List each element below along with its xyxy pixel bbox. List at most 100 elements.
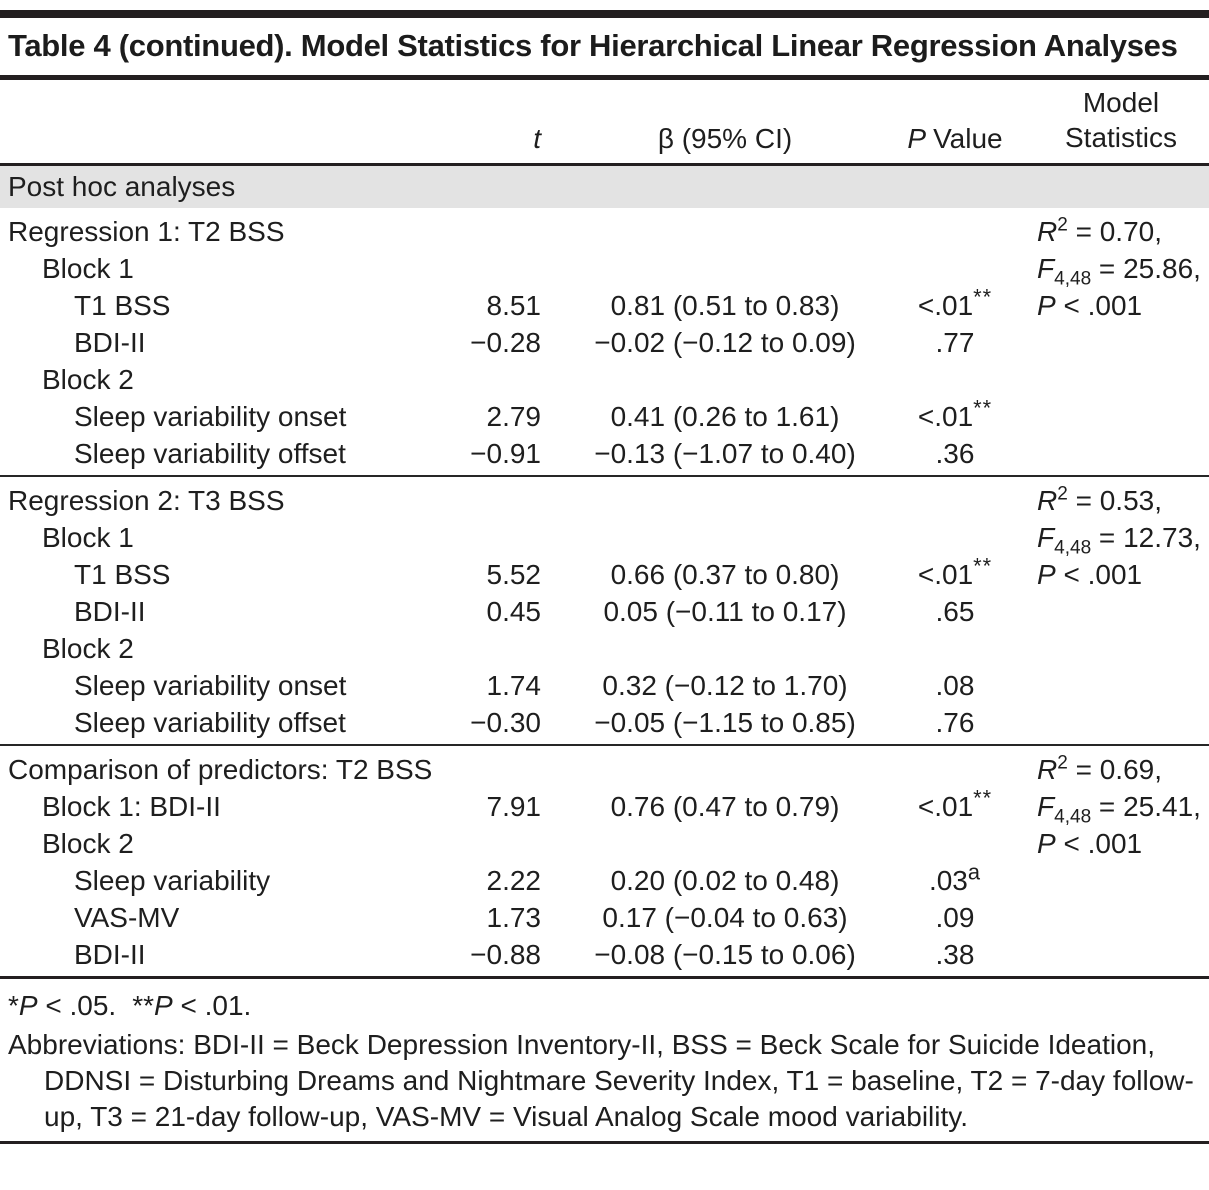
section-band-post-hoc: Post hoc analyses xyxy=(0,166,1209,209)
sig-star-2: ** xyxy=(132,990,155,1022)
model-header-line1: Model xyxy=(1082,87,1160,119)
table-row: Regression 1: T2 BSS R2 = 0.70, xyxy=(0,213,1209,250)
cell-model-stat: R2 = 0.69, xyxy=(1037,752,1163,786)
row-label: T1 BSS xyxy=(74,290,171,322)
table-section-regression-2: Regression 2: T3 BSS R2 = 0.53, Block 1 F4,… xyxy=(0,477,1209,744)
p-superscript: ** xyxy=(973,553,993,579)
cell-model-stat: F4,48 = 25.86, xyxy=(1037,253,1201,290)
table-row: Regression 2: T3 BSS R2 = 0.53, xyxy=(0,482,1209,519)
table-bottom-rule xyxy=(0,976,1209,980)
section-divider-rule xyxy=(0,475,1209,478)
cell-t: 1.73 xyxy=(486,902,542,934)
cell-p: .36 xyxy=(935,438,975,470)
cell-t: 1.74 xyxy=(486,670,542,702)
table-header-row: t β (95% CI) P Value Model Statistics xyxy=(0,80,1209,163)
row-label: Regression 2: T3 BSS xyxy=(8,485,285,517)
cell-beta: 0.05 (−0.11 to 0.17) xyxy=(603,596,847,628)
table-row: BDI-II −0.28 −0.02 (−0.12 to 0.09) .77 xyxy=(0,324,1209,361)
section-divider-rule xyxy=(0,744,1209,747)
row-label: BDI-II xyxy=(74,327,146,359)
row-label: BDI-II xyxy=(74,939,146,971)
row-label: BDI-II xyxy=(74,596,146,628)
cell-beta: 0.41 (0.26 to 1.61) xyxy=(610,401,840,433)
cell-t: 0.45 xyxy=(486,596,542,628)
col-header-model-statistics: Model Statistics xyxy=(1005,85,1209,155)
cell-p: .76 xyxy=(935,707,975,739)
cell-p: <.01** xyxy=(917,395,993,433)
cell-p: <.01** xyxy=(917,553,993,591)
row-label: Sleep variability offset xyxy=(74,707,346,739)
top-border-bar xyxy=(0,10,1209,18)
cell-beta: 0.76 (0.47 to 0.79) xyxy=(610,791,840,823)
table-row: Block 2 P < .001 xyxy=(0,825,1209,862)
cell-t: 5.52 xyxy=(486,559,542,591)
row-label: Block 1 xyxy=(42,253,134,285)
cell-beta: 0.32 (−0.12 to 1.70) xyxy=(602,670,848,702)
cell-beta: 0.81 (0.51 to 0.83) xyxy=(610,290,840,322)
cell-p: <.01** xyxy=(917,284,993,322)
table-row: Sleep variability onset 2.79 0.41 (0.26 to… xyxy=(0,395,1209,435)
row-label: Block 1 xyxy=(42,522,134,554)
table-row: T1 BSS 8.51 0.81 (0.51 to 0.83) <.01** P < .… xyxy=(0,284,1209,324)
cell-beta: −0.08 (−0.15 to 0.06) xyxy=(594,939,856,971)
cell-model-stat: P < .001 xyxy=(1037,290,1143,322)
cell-model-stat: F4,48 = 25.41, xyxy=(1037,791,1201,828)
cell-t: 7.91 xyxy=(486,791,542,823)
cell-t: −0.88 xyxy=(470,939,541,971)
model-header-line2: Statistics xyxy=(1064,122,1178,154)
table-row: BDI-II −0.88 −0.08 (−0.15 to 0.06) .38 xyxy=(0,936,1209,973)
p-superscript: ** xyxy=(973,284,993,310)
row-label: Sleep variability onset xyxy=(74,401,347,433)
table-row: Block 2 xyxy=(0,361,1209,398)
table-footnotes: *P < .05. **P < .01. Abbreviations: BDI-I… xyxy=(0,988,1209,1135)
row-label: Block 2 xyxy=(42,633,134,665)
cell-t: −0.91 xyxy=(470,438,541,470)
cell-beta: −0.13 (−1.07 to 0.40) xyxy=(594,438,856,470)
col-header-beta: β (95% CI) xyxy=(657,123,793,155)
p-superscript: ** xyxy=(973,785,993,811)
cell-t: 2.79 xyxy=(486,401,542,433)
cell-model-stat: P < .001 xyxy=(1037,828,1143,860)
row-label: Block 2 xyxy=(42,364,134,396)
sig-p-1: P xyxy=(18,990,38,1022)
table-row: Block 1: BDI-II 7.91 0.76 (0.47 to 0.79) <.… xyxy=(0,785,1209,828)
header-bottom-rule xyxy=(0,163,1209,167)
row-label: VAS-MV xyxy=(74,902,180,934)
page-bottom-rule xyxy=(0,1141,1209,1145)
table-row: Block 1 F4,48 = 12.73, xyxy=(0,519,1209,559)
table-row: Sleep variability 2.22 0.20 (0.02 to 0.48)… xyxy=(0,859,1209,899)
row-label: Regression 1: T2 BSS xyxy=(8,216,285,248)
section-band-label: Post hoc analyses xyxy=(8,171,236,203)
sig-p-2: P xyxy=(154,990,173,1022)
cell-p: .77 xyxy=(935,327,975,359)
cell-beta: 0.20 (0.02 to 0.48) xyxy=(610,865,840,897)
col-header-t: t xyxy=(450,123,545,155)
t-column-label: t xyxy=(533,123,541,155)
table-row: T1 BSS 5.52 0.66 (0.37 to 0.80) <.01** P < .… xyxy=(0,553,1209,593)
title-bottom-rule xyxy=(0,75,1209,81)
table-row: Sleep variability offset −0.30 −0.05 (−1.1… xyxy=(0,704,1209,741)
p-superscript: ** xyxy=(973,395,993,421)
table-row: Sleep variability onset 1.74 0.32 (−0.12 t… xyxy=(0,667,1209,704)
cell-p: .08 xyxy=(935,670,975,702)
p-value-word: Value xyxy=(933,123,1003,155)
row-label: T1 BSS xyxy=(74,559,171,591)
abbreviations-note: Abbreviations: BDI-II = Beck Depression … xyxy=(8,1029,1194,1133)
cell-t: −0.30 xyxy=(470,707,541,739)
cell-model-stat: F4,48 = 12.73, xyxy=(1037,522,1201,559)
table-row: VAS-MV 1.73 0.17 (−0.04 to 0.63) .09 xyxy=(0,899,1209,936)
sig-star-1: * xyxy=(8,990,19,1022)
table-section-comparison: Comparison of predictors: T2 BSS R2 = 0.6… xyxy=(0,746,1209,976)
row-label: Block 1: BDI-II xyxy=(42,791,221,823)
cell-t: 2.22 xyxy=(486,865,542,897)
p-superscript: a xyxy=(967,859,982,885)
table-row: Block 2 xyxy=(0,630,1209,667)
row-label: Sleep variability xyxy=(74,865,271,897)
cell-p: .38 xyxy=(935,939,975,971)
table-row: Block 1 F4,48 = 25.86, xyxy=(0,250,1209,290)
cell-p: .65 xyxy=(935,596,975,628)
table-row: Comparison of predictors: T2 BSS R2 = 0.6… xyxy=(0,751,1209,788)
table-title: Table 4 (continued). Model Statistics fo… xyxy=(8,28,1178,63)
cell-beta: −0.05 (−1.15 to 0.85) xyxy=(594,707,856,739)
cell-model-stat: R2 = 0.70, xyxy=(1037,214,1163,248)
